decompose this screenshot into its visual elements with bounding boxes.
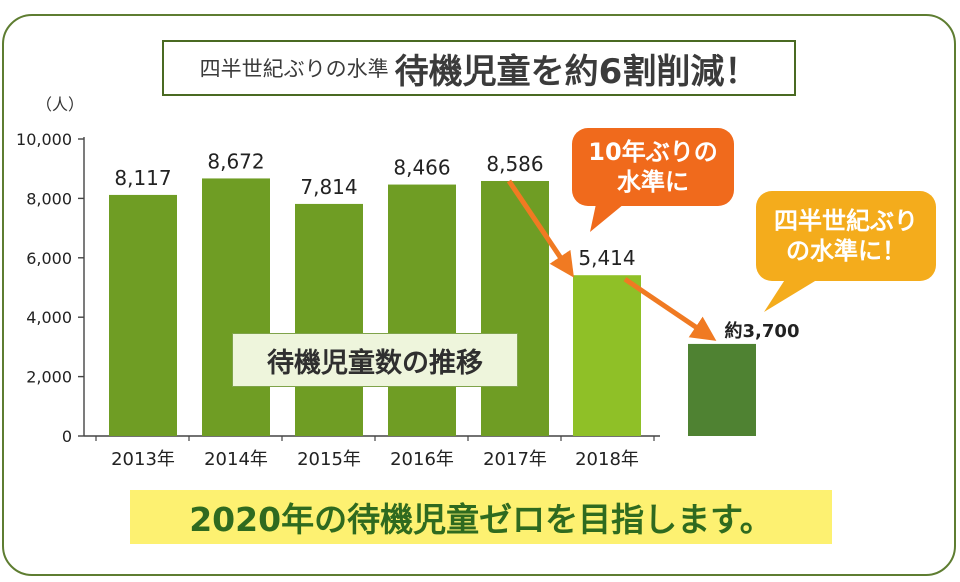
arrow-2017-to-2018 bbox=[506, 179, 574, 278]
chart-title-box: 待機児童数の推移 bbox=[232, 333, 518, 387]
y-tick-label: 6,000 bbox=[26, 249, 72, 268]
bar-2017年 bbox=[481, 180, 549, 436]
data-label: 8,466 bbox=[393, 156, 450, 180]
x-tick-label: 2017年 bbox=[483, 449, 547, 470]
bar-2018年 bbox=[573, 275, 641, 436]
y-tick-label: 2,000 bbox=[26, 368, 72, 387]
headline-prefix: 四半世紀ぶりの水準 bbox=[199, 57, 389, 81]
callout-line: 10年ぶりの bbox=[588, 138, 718, 166]
headline-box: 四半世紀ぶりの水準 待機児童を約6割削減！ bbox=[162, 40, 796, 96]
callout-line: 四半世紀ぶり bbox=[774, 207, 918, 235]
bar-2014年 bbox=[202, 178, 270, 437]
y-tick-label: 0 bbox=[62, 427, 72, 446]
data-label: 8,672 bbox=[207, 149, 264, 173]
axes: 0 2,000 4,000 6,000 8,000 10,000 bbox=[16, 130, 660, 446]
y-axis-unit-label: （人） bbox=[36, 95, 84, 114]
y-tick-label: 8,000 bbox=[26, 189, 72, 208]
bar-2015年 bbox=[295, 203, 363, 436]
bar-target bbox=[688, 343, 756, 436]
footer-banner: 2020年の待機児童ゼロを目指します。 bbox=[130, 490, 832, 544]
arrow-2018-to-target bbox=[623, 277, 717, 341]
data-label: 約3,700 bbox=[725, 320, 800, 342]
callout-tail bbox=[764, 278, 820, 312]
x-tick-label: 2016年 bbox=[390, 449, 454, 470]
data-label: 8,117 bbox=[114, 166, 171, 190]
data-label: 7,814 bbox=[300, 175, 357, 199]
data-label: 5,414 bbox=[578, 246, 635, 270]
x-tick-label: 2015年 bbox=[297, 449, 361, 470]
callout-bubble-quarter-century: 四半世紀ぶり の水準に！ bbox=[756, 191, 936, 281]
data-label: 8,586 bbox=[486, 152, 543, 176]
rounded-frame bbox=[2, 14, 956, 576]
trend-arrows bbox=[506, 179, 820, 341]
data-labels: 8,117 8,672 7,814 8,466 8,586 5,414 約3,700 bbox=[114, 149, 799, 341]
callout-line: 水準に bbox=[617, 168, 689, 196]
y-tick-label: 4,000 bbox=[26, 308, 72, 327]
callout-tail bbox=[590, 204, 624, 232]
bars bbox=[109, 178, 756, 437]
x-tick-labels: 2013年 2014年 2015年 2016年 2017年 2018年 bbox=[111, 449, 639, 470]
callout-line: の水準に！ bbox=[786, 237, 906, 265]
bar-2013年 bbox=[109, 194, 177, 436]
x-tick-label: 2013年 bbox=[111, 449, 175, 470]
y-tick-label: 10,000 bbox=[16, 130, 72, 149]
x-tick-label: 2018年 bbox=[575, 449, 639, 470]
headline-main: 待機児童を約6割削減！ bbox=[394, 51, 759, 92]
bar-2016年 bbox=[388, 184, 456, 436]
x-tick-label: 2014年 bbox=[204, 449, 268, 470]
callout-bubble-10-years: 10年ぶりの 水準に bbox=[572, 128, 734, 206]
